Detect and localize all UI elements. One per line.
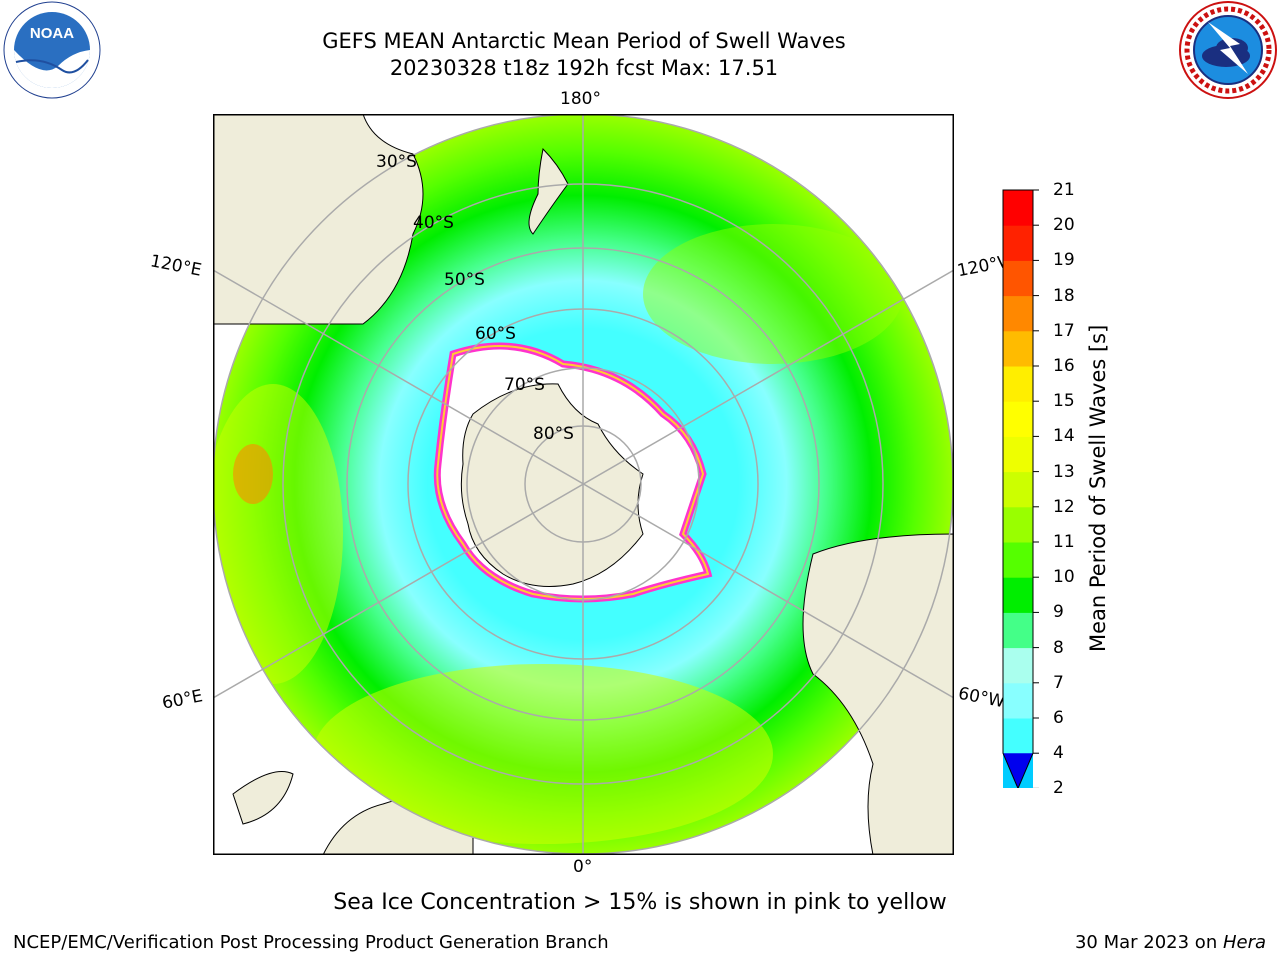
colorbar-tick-label: 15: [1053, 391, 1075, 412]
colorbar-segment: [1003, 612, 1033, 649]
noaa-logo: NOAA: [3, 1, 101, 99]
colorbar-tick-label: 20: [1053, 215, 1075, 236]
colorbar-title: Mean Period of Swell Waves [s]: [1086, 324, 1110, 652]
lat-label-50s: 50°S: [444, 270, 485, 290]
lat-label-80s: 80°S: [533, 424, 574, 444]
footer-date-text: 30 Mar 2023 on: [1074, 932, 1223, 953]
colorbar-tick-label: 16: [1053, 356, 1075, 376]
colorbar-tick-label: 10: [1053, 567, 1075, 588]
lat-label-70s: 70°S: [504, 375, 545, 395]
colorbar-segment: [1003, 366, 1033, 402]
colorbar-segment: [1003, 682, 1033, 719]
colorbar-tick-label: 6: [1053, 708, 1064, 728]
colorbar-segment: [1003, 506, 1033, 543]
colorbar-segment: [1003, 225, 1033, 261]
colorbar-segment: [1003, 260, 1033, 297]
colorbar-segment: [1003, 647, 1033, 684]
colorbar-segment: [1003, 542, 1033, 578]
lon-label-180: 180°: [560, 89, 601, 109]
colorbar-tick-label: 19: [1053, 250, 1075, 271]
map-title: GEFS MEAN Antarctic Mean Period of Swell…: [322, 29, 846, 53]
madagascar-land: [232, 771, 294, 825]
colorbar-tick-label: 11: [1053, 532, 1075, 552]
lat-label-60s: 60°S: [475, 324, 516, 344]
colorbar-tick-label: 21: [1053, 180, 1075, 200]
colorbar-segment: [1003, 190, 1033, 226]
polar-map: [213, 114, 954, 855]
nws-logo: [1179, 1, 1277, 99]
lon-label-60e: 60°E: [160, 686, 205, 714]
footer-date: 30 Mar 2023 on Hera: [1075, 932, 1266, 953]
new-zealand-land: [528, 147, 569, 235]
colorbar-tick-label: 9: [1053, 602, 1064, 623]
lon-label-0: 0°: [573, 857, 593, 877]
colorbar-tick-label: 7: [1053, 672, 1064, 693]
colorbar-under-triangle: [1003, 753, 1033, 788]
colorbar-segment: [1003, 330, 1033, 367]
lon-label-60w: 60°W: [956, 683, 1007, 713]
colorbar-tick-label: 14: [1053, 426, 1075, 447]
colorbar-segment: [1003, 401, 1033, 437]
colorbar-tick-label: 13: [1053, 461, 1075, 482]
colorbar-segment: [1003, 471, 1033, 508]
colorbar: 2 4 6 7 8 9 10 11 12 13 14 15 16 17 18 19 20 21 Mean Peri…: [1000, 180, 1110, 798]
colorbar-tick-label: 12: [1053, 496, 1075, 517]
colorbar-segment: [1003, 295, 1033, 332]
polar-map-canvas: [213, 114, 954, 855]
map-subtitle: 20230328 t18z 192h fcst Max: 17.51: [389, 56, 779, 80]
colorbar-tick-label: 2: [1053, 778, 1064, 799]
sea-ice-note: Sea Ice Concentration > 15% is shown in …: [333, 890, 947, 915]
lat-label-40s: 40°S: [413, 213, 454, 233]
lon-label-120e: 120°E: [148, 251, 204, 281]
colorbar-tick-label: 18: [1053, 285, 1075, 306]
antarctica-land: [460, 383, 644, 587]
colorbar-tick-label: 8: [1053, 637, 1064, 658]
colorbar-tick-label: 4: [1053, 743, 1064, 764]
footer-credit: NCEP/EMC/Verification Post Processing Pr…: [13, 932, 609, 953]
noaa-logo-text: NOAA: [30, 25, 74, 42]
colorbar-segment: [1003, 577, 1033, 613]
colorbar-tick-label: 17: [1053, 320, 1075, 341]
colorbar-segment: [1003, 718, 1033, 754]
lat-label-30s: 30°S: [376, 152, 417, 172]
footer-host: Hera: [1222, 932, 1266, 953]
colorbar-segment: [1003, 436, 1033, 473]
colorbar-bar: [1002, 189, 1039, 788]
